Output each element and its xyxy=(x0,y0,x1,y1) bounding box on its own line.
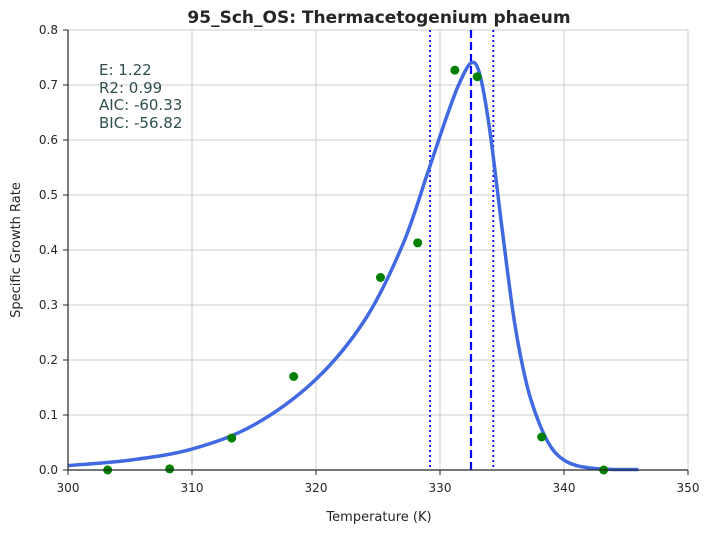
y-tick-label-4: 0.4 xyxy=(39,243,58,257)
x-tick-label-5: 350 xyxy=(677,481,700,495)
data-point-6 xyxy=(450,65,460,75)
stat-bic: BIC: -56.82 xyxy=(99,114,182,132)
x-tick-labels: 300 310 320 330 340 350 xyxy=(57,481,700,495)
x-tick-label-4: 340 xyxy=(553,481,576,495)
y-tick-labels: 0.0 0.1 0.2 0.3 0.4 0.5 0.6 0.7 0.8 xyxy=(39,23,58,477)
fit-statistics: E: 1.22 R2: 0.99 AIC: -60.33 BIC: -56.82 xyxy=(99,61,182,132)
stat-r2: R2: 0.99 xyxy=(99,79,162,97)
y-tick-label-7: 0.7 xyxy=(39,78,58,92)
data-point-2 xyxy=(227,433,237,443)
stat-e: E: 1.22 xyxy=(99,61,152,79)
chart-title: 95_Sch_OS: Thermacetogenium phaeum xyxy=(187,8,570,28)
reference-lines xyxy=(429,30,495,470)
data-point-1 xyxy=(165,464,175,474)
grid-lines xyxy=(68,29,689,470)
x-tick-label-3: 330 xyxy=(429,481,452,495)
data-point-3 xyxy=(289,372,299,381)
stat-aic: AIC: -60.33 xyxy=(99,96,182,114)
y-tick-label-1: 0.1 xyxy=(39,408,58,422)
fitted-curve xyxy=(67,60,639,472)
x-tick-label-0: 300 xyxy=(57,481,80,495)
x-axis-label: Temperature (K) xyxy=(325,510,431,525)
y-tick-label-2: 0.2 xyxy=(39,353,58,367)
x-tick-label-1: 310 xyxy=(181,481,204,495)
data-point-4 xyxy=(375,273,385,282)
y-tick-label-0: 0.0 xyxy=(39,463,58,477)
data-point-8 xyxy=(537,432,547,442)
data-point-7 xyxy=(472,72,482,82)
y-tick-label-3: 0.3 xyxy=(39,298,58,312)
y-axis-label: Specific Growth Rate xyxy=(9,182,24,318)
x-tick-label-2: 320 xyxy=(305,481,328,495)
y-tick-label-6: 0.6 xyxy=(39,133,58,147)
data-point-5 xyxy=(413,238,423,248)
axes xyxy=(63,29,689,475)
y-tick-label-5: 0.5 xyxy=(39,188,58,202)
y-tick-label-8: 0.8 xyxy=(39,23,58,37)
